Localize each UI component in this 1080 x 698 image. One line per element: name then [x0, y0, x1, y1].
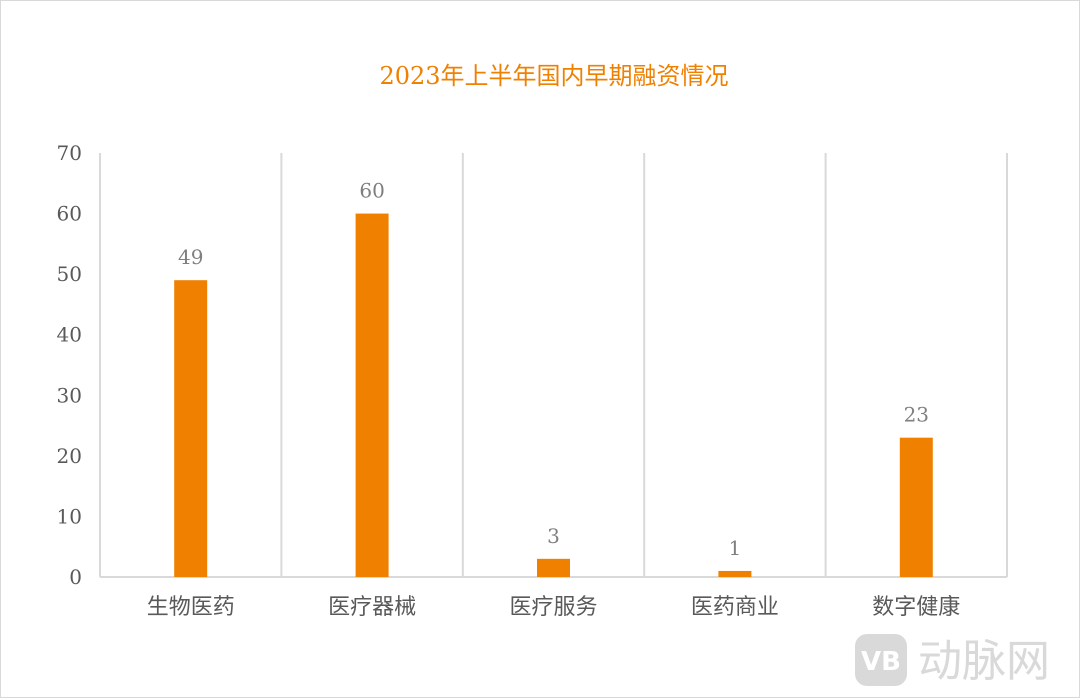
gridlines	[99, 153, 1008, 578]
data-labels: 49 60 3 1 23	[178, 179, 929, 560]
y-tick-label: 10	[57, 504, 82, 528]
bar	[537, 558, 570, 577]
x-tick-label: 数字健康	[872, 595, 960, 620]
data-label: 1	[729, 536, 742, 560]
bars	[174, 213, 933, 578]
data-label: 49	[178, 245, 203, 269]
data-label: 60	[359, 179, 384, 203]
y-tick-label: 20	[57, 444, 82, 468]
bar	[174, 280, 208, 577]
watermark-text: 动脉网	[918, 636, 1050, 687]
x-tick-label: 医疗器械	[328, 595, 416, 620]
y-tick-label: 70	[57, 141, 82, 165]
x-tick-label: 医药商业	[691, 595, 779, 620]
y-tick-label: 60	[57, 202, 82, 226]
bar	[899, 437, 933, 577]
x-tick-label: 生物医药	[147, 595, 235, 620]
data-label: 23	[904, 403, 929, 427]
watermark-logo-mark: VB	[861, 647, 901, 677]
y-tick-label: 40	[57, 323, 82, 347]
chart-title: 2023年上半年国内早期融资情况	[379, 62, 728, 90]
data-label: 3	[547, 524, 560, 548]
vb-logo-icon	[855, 634, 907, 686]
bar	[355, 213, 389, 578]
y-axis: 0 10 20 30 40 50 60 70	[57, 141, 82, 589]
y-tick-label: 0	[69, 565, 82, 589]
x-axis: 生物医药 医疗器械 医疗服务 医药商业 数字健康	[147, 595, 961, 620]
y-tick-label: 30	[57, 383, 82, 407]
watermark-logo: VB 动脉网	[855, 634, 1050, 687]
bar	[718, 570, 752, 577]
x-tick-label: 医疗服务	[509, 595, 597, 620]
y-tick-label: 50	[57, 262, 82, 286]
